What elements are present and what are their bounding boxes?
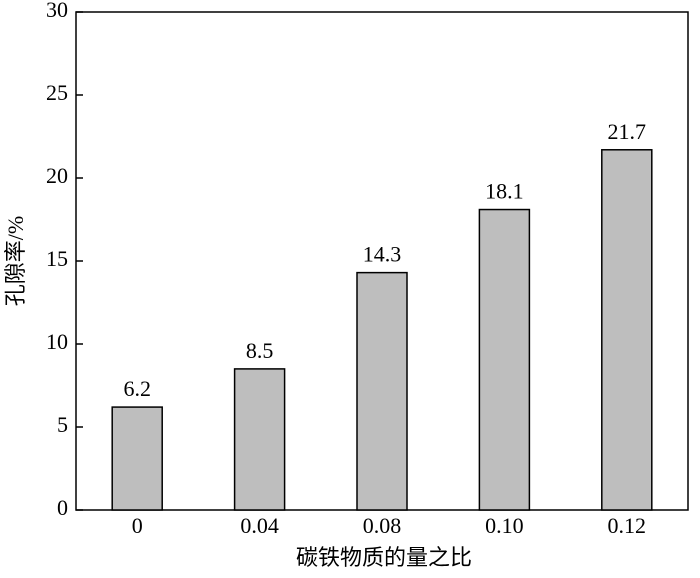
bar (601, 149, 653, 511)
y-tick-label: 25 (46, 80, 68, 105)
bar (233, 368, 286, 511)
y-tick-label: 5 (57, 412, 68, 437)
x-tick-label: 0.04 (240, 513, 279, 538)
value-label: 6.2 (123, 376, 151, 401)
y-tick-label: 20 (46, 163, 68, 188)
value-label: 14.3 (363, 242, 402, 267)
x-tick-label: 0.08 (363, 513, 402, 538)
x-tick-label: 0.12 (608, 513, 647, 538)
value-label: 8.5 (246, 338, 274, 363)
bar (478, 208, 531, 511)
y-tick-label: 30 (46, 0, 68, 22)
value-label: 21.7 (608, 119, 647, 144)
bar (356, 271, 408, 511)
y-tick-label: 0 (57, 495, 68, 520)
x-axis-label: 碳铁物质的量之比 (296, 545, 472, 570)
bar (111, 406, 163, 511)
y-axis-label: 孔隙率/% (3, 216, 28, 306)
y-tick-label: 15 (46, 246, 68, 271)
y-tick-label: 10 (46, 329, 68, 354)
x-tick-label: 0 (132, 513, 143, 538)
value-label: 18.1 (485, 179, 524, 204)
x-tick-label: 0.10 (485, 513, 524, 538)
